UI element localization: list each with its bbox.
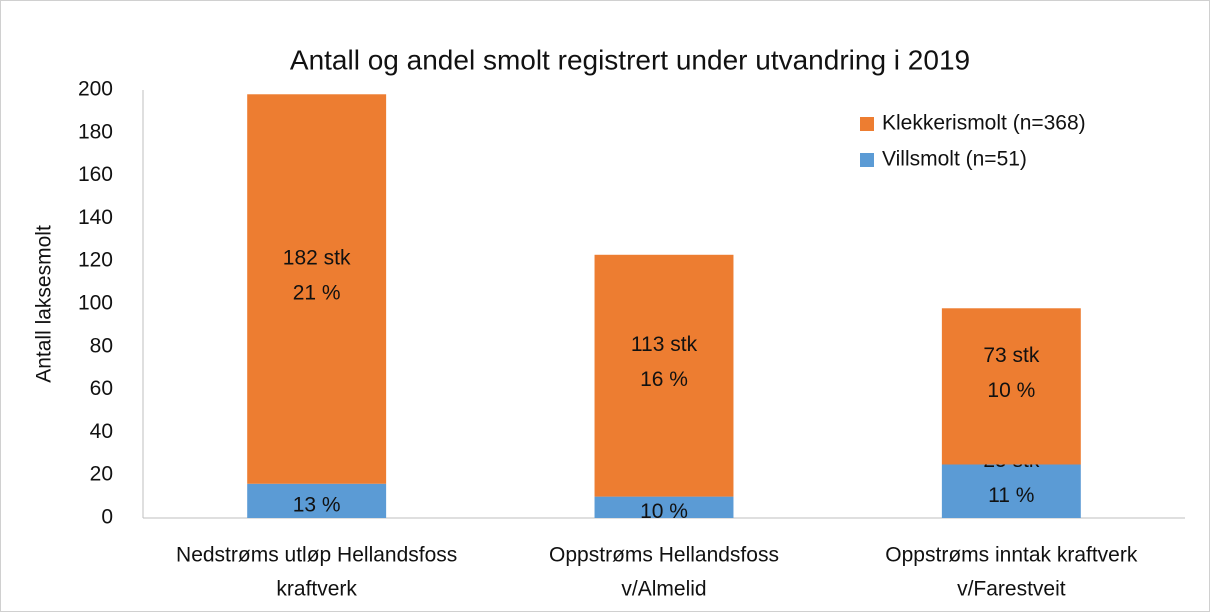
data-label: 11 % bbox=[988, 484, 1034, 507]
x-tick-label: Nedstrøms utløp Hellandsfoss bbox=[176, 544, 457, 567]
data-label: 113 stk bbox=[631, 333, 698, 356]
y-tick-label: 80 bbox=[90, 334, 113, 357]
legend-label: Villsmolt (n=51) bbox=[882, 148, 1027, 171]
bar-segment bbox=[247, 94, 387, 484]
x-tick-label: kraftverk bbox=[276, 578, 357, 601]
x-tick-label: Oppstrøms Hellandsfoss bbox=[549, 544, 779, 567]
data-label: 16 % bbox=[640, 368, 688, 391]
y-tick-label: 40 bbox=[90, 420, 113, 443]
y-tick-label: 160 bbox=[78, 163, 113, 186]
data-label: 182 stk bbox=[283, 247, 351, 270]
chart-title: Antall og andel smolt registrert under u… bbox=[290, 44, 970, 75]
data-label: 73 stk bbox=[983, 344, 1040, 367]
x-tick-label: v/Almelid bbox=[621, 578, 706, 601]
bar-segment bbox=[941, 464, 1081, 518]
y-tick-label: 0 bbox=[101, 506, 113, 529]
data-label: 10 % bbox=[987, 379, 1035, 402]
data-label: 10 % bbox=[640, 500, 688, 523]
bar-segment bbox=[247, 483, 387, 518]
y-tick-label: 120 bbox=[78, 249, 113, 272]
y-tick-label: 20 bbox=[90, 463, 113, 486]
data-label: 21 % bbox=[293, 282, 341, 305]
x-tick-label: Oppstrøms inntak kraftverk bbox=[885, 544, 1138, 567]
legend-swatch bbox=[860, 117, 874, 131]
bar-segment bbox=[594, 496, 734, 518]
y-tick-label: 200 bbox=[78, 78, 113, 101]
bar-segment bbox=[594, 254, 734, 497]
y-tick-label: 100 bbox=[78, 292, 113, 315]
data-label: 13 % bbox=[293, 493, 341, 516]
y-tick-label: 180 bbox=[78, 120, 113, 143]
legend-label: Klekkerismolt (n=368) bbox=[882, 112, 1086, 135]
y-tick-label: 140 bbox=[78, 206, 113, 229]
x-tick-label: v/Farestveit bbox=[957, 578, 1066, 601]
legend-swatch bbox=[860, 153, 874, 167]
bar-segment bbox=[941, 308, 1081, 465]
y-tick-label: 60 bbox=[90, 377, 113, 400]
y-axis-title: Antall laksesmolt bbox=[33, 225, 56, 383]
